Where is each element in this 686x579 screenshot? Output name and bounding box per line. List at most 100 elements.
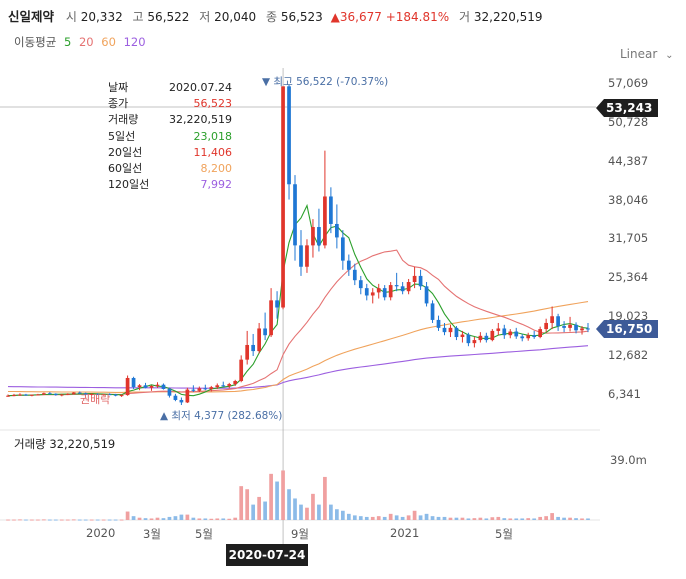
volume-bar (263, 501, 267, 520)
candle-body (376, 288, 381, 293)
volume-bar (293, 498, 297, 520)
info-row-date: 날짜 2020.07.24 (108, 80, 232, 96)
candle-body (323, 196, 327, 246)
candle-body (167, 388, 172, 396)
volume-bar (71, 519, 76, 521)
candle-body (550, 316, 554, 323)
candle-body (48, 393, 52, 395)
info-value: 11,406 (193, 145, 233, 159)
volume-bar (424, 513, 429, 520)
volume-bar (376, 516, 381, 520)
y-tick-label: 31,705 (608, 231, 649, 245)
volume-bar (185, 514, 190, 520)
scale-mode-select[interactable]: Linear ⌄ (620, 47, 674, 61)
volume-bar (197, 518, 202, 520)
volume-bar (173, 516, 178, 520)
candle-body (544, 322, 548, 330)
candle-body (317, 227, 321, 246)
chevron-down-icon: ⌄ (665, 50, 674, 61)
candle-body (496, 328, 501, 331)
candle-body (161, 384, 166, 389)
info-value: 8,200 (200, 162, 233, 176)
candle-body (131, 377, 136, 388)
volume-bar (107, 519, 112, 521)
volume-bar (119, 519, 124, 521)
candle-body (293, 184, 297, 246)
candle-body (299, 245, 303, 267)
volume-bar (352, 515, 357, 520)
stock-header: 신일제약 시 20,332 고 56,522 저 20,040 종 56,523… (8, 6, 547, 25)
candle-body (191, 389, 196, 391)
info-row-volume: 거래량 32,220,519 (108, 112, 232, 128)
stock-name: 신일제약 (8, 9, 55, 24)
info-label: 20일선 (108, 145, 143, 159)
candle-body (287, 86, 291, 185)
candle-body (113, 394, 118, 396)
candle-body (466, 334, 471, 344)
volume-bar (125, 511, 130, 520)
volume-bar (526, 518, 531, 520)
volume-bar (478, 517, 483, 520)
candle-body (65, 393, 70, 395)
close-value: 56,523 (280, 10, 323, 24)
info-label: 거래량 (108, 113, 139, 127)
volume-bar (586, 518, 590, 520)
moving-average-legend[interactable]: 이동평균 5 20 60 120 (14, 34, 150, 50)
volume-bar (382, 516, 387, 520)
info-row-ma120: 120일선 7,992 (108, 177, 232, 193)
close-label: 종 (265, 10, 277, 24)
ma-60-label[interactable]: 60 (101, 35, 116, 49)
open-label: 시 (65, 10, 77, 24)
volume-label: 거 (458, 10, 471, 24)
volume-bar (520, 518, 525, 520)
volume-bar (83, 519, 88, 521)
volume-bar (18, 519, 22, 521)
volume-bar (508, 518, 513, 520)
candle-body (556, 316, 560, 327)
volume-bar (305, 507, 309, 520)
volume-bar (329, 504, 333, 520)
volume-bar (436, 516, 441, 520)
candle-body (149, 385, 154, 388)
high-value: 56,522 (147, 10, 190, 24)
candle-body (12, 395, 16, 397)
change-value: ▲36,677 (330, 10, 382, 24)
y-tick-label: 38,046 (608, 193, 649, 207)
volume-bar (36, 519, 40, 521)
volume-tick-label: 39.0m (610, 453, 647, 467)
volume-bar (394, 515, 399, 520)
volume-bar (550, 513, 554, 520)
ma-120-label[interactable]: 120 (123, 35, 146, 49)
ma-5-label[interactable]: 5 (63, 35, 72, 49)
candle-body (352, 269, 357, 281)
candle-body (36, 394, 40, 396)
y-tick-label: 25,364 (608, 270, 649, 284)
ma-20-label[interactable]: 20 (78, 35, 94, 49)
candle-body (388, 285, 393, 298)
candle-body (125, 377, 130, 396)
candle-body (89, 393, 94, 395)
volume-bar (418, 515, 423, 520)
candle-body (508, 331, 513, 336)
volume-bar (448, 517, 453, 520)
volume-bar (358, 516, 363, 520)
ma-5-line (7, 203, 589, 397)
info-row-ma20: 20일선 11,406 (108, 145, 232, 161)
scale-mode-label: Linear (620, 47, 658, 61)
volume-bar (95, 519, 100, 521)
candle-body (95, 393, 100, 395)
candle-body (119, 395, 124, 397)
info-value: 56,523 (193, 97, 233, 111)
y-tick-label: 6,341 (608, 387, 641, 401)
candle-body (370, 292, 375, 296)
candle-body (185, 389, 190, 403)
candle-body (42, 393, 46, 395)
volume-value: 32,220,519 (473, 10, 543, 24)
low-value: 20,040 (214, 10, 257, 24)
low-label: 저 (199, 10, 211, 24)
volume-bar (340, 510, 345, 520)
candle-body (59, 394, 64, 396)
volume-bar (89, 519, 94, 521)
volume-bar (257, 496, 261, 520)
